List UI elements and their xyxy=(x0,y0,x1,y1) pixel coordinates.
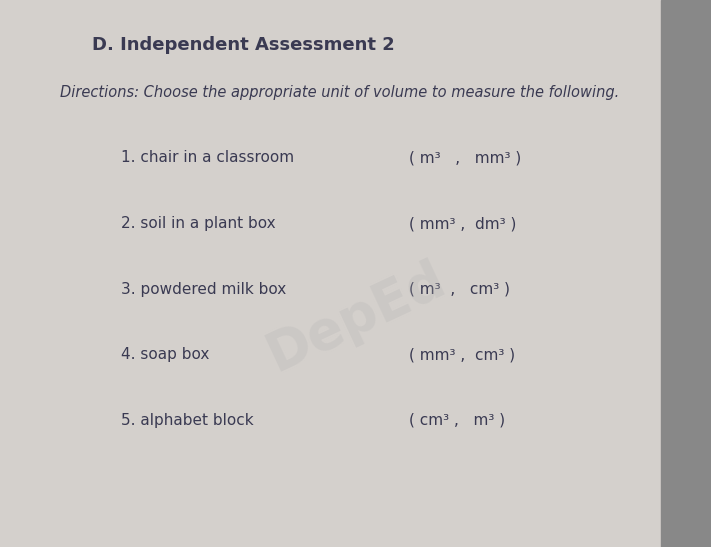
Text: Directions: Choose the appropriate unit of volume to measure the following.: Directions: Choose the appropriate unit … xyxy=(60,85,620,100)
Text: 2. soil in a plant box: 2. soil in a plant box xyxy=(121,216,275,231)
Text: ( m³  ,   cm³ ): ( m³ , cm³ ) xyxy=(409,282,510,296)
Text: 5. alphabet block: 5. alphabet block xyxy=(121,413,254,428)
Text: ( mm³ ,  dm³ ): ( mm³ , dm³ ) xyxy=(409,216,516,231)
Text: DepEd: DepEd xyxy=(258,253,453,381)
Text: D. Independent Assessment 2: D. Independent Assessment 2 xyxy=(92,36,395,54)
Bar xyxy=(661,0,711,547)
Text: 1. chair in a classroom: 1. chair in a classroom xyxy=(121,150,294,165)
Text: ( mm³ ,  cm³ ): ( mm³ , cm³ ) xyxy=(409,347,515,362)
Text: 3. powdered milk box: 3. powdered milk box xyxy=(121,282,286,296)
Text: ( cm³ ,   m³ ): ( cm³ , m³ ) xyxy=(409,413,505,428)
Text: 4. soap box: 4. soap box xyxy=(121,347,209,362)
Text: ( m³   ,   mm³ ): ( m³ , mm³ ) xyxy=(409,150,521,165)
